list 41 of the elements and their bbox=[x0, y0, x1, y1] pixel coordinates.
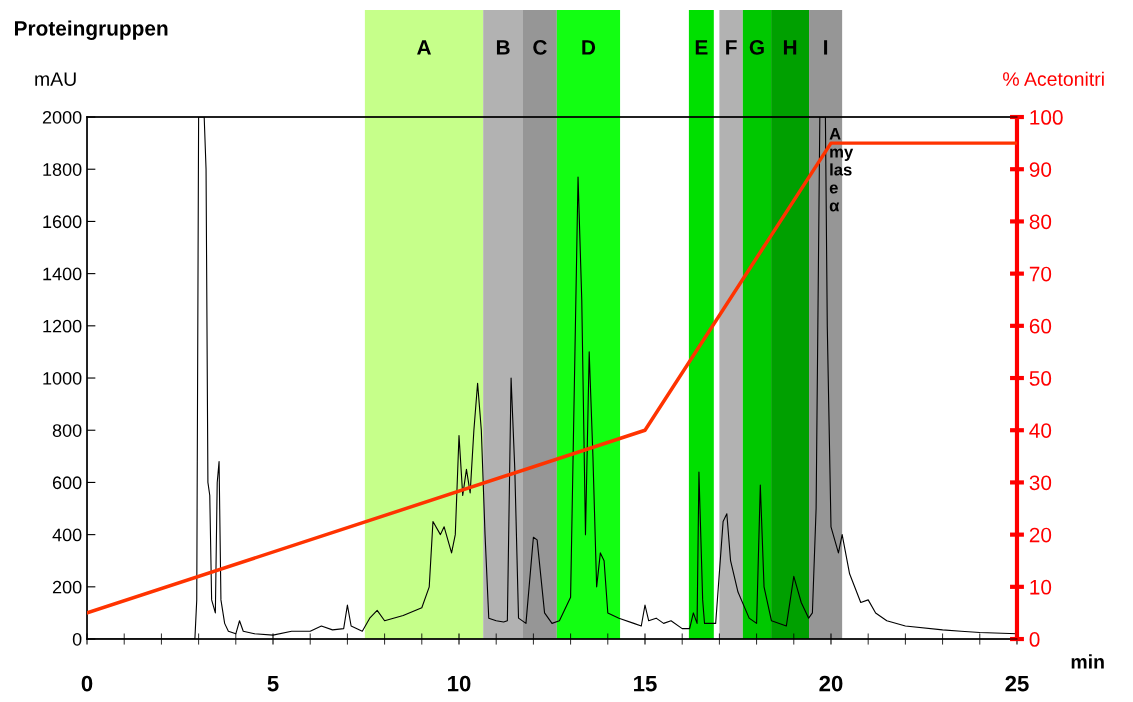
band-label: G bbox=[749, 40, 764, 55]
y2-tick-label: 20 bbox=[1029, 527, 1052, 543]
y-tick-label: 1400 bbox=[43, 267, 82, 281]
y2-tick-label: 50 bbox=[1029, 371, 1052, 386]
y-tick-label: 600 bbox=[52, 476, 82, 490]
y2-tick-label: 100 bbox=[1030, 110, 1063, 125]
y2-tick-label: 80 bbox=[1029, 214, 1052, 230]
y-tick-label: 1200 bbox=[43, 319, 82, 333]
y2-tick-label: 60 bbox=[1029, 318, 1052, 334]
x-tick-label: 15 bbox=[634, 675, 657, 692]
y2-tick-label: 30 bbox=[1029, 475, 1052, 491]
chart-title: Proteingruppen bbox=[14, 20, 168, 40]
band-label: D bbox=[582, 40, 596, 55]
y-tick-label: 400 bbox=[52, 528, 82, 542]
y2-tick-label: 70 bbox=[1029, 266, 1052, 282]
y-tick-label: 2000 bbox=[42, 110, 82, 124]
band-label: B bbox=[496, 40, 510, 55]
y2-tick-label: 90 bbox=[1029, 162, 1052, 177]
band-label: F bbox=[726, 40, 737, 55]
y-tick-label: 800 bbox=[52, 424, 82, 437]
y2-tick-label: 0 bbox=[1029, 632, 1040, 647]
y-tick-label: 0 bbox=[72, 632, 82, 646]
y2-axis-title: % Acetonitri bbox=[1003, 71, 1104, 86]
y-tick-label: 1800 bbox=[43, 163, 82, 176]
y2-tick-label: 40 bbox=[1029, 423, 1052, 438]
band-label: A bbox=[417, 40, 432, 55]
y-tick-label: 200 bbox=[52, 580, 82, 594]
x-tick-label: 5 bbox=[267, 675, 279, 692]
x-tick-label: 0 bbox=[81, 675, 93, 692]
x-tick-label: 25 bbox=[1005, 675, 1029, 692]
y-tick-label: 1600 bbox=[43, 215, 82, 229]
x-tick-label: 20 bbox=[819, 675, 843, 692]
y2-tick-label: 10 bbox=[1030, 579, 1052, 595]
band-label: C bbox=[533, 40, 547, 55]
band-label: E bbox=[695, 40, 708, 55]
band-label: H bbox=[783, 40, 797, 55]
x-axis-title: min bbox=[1071, 654, 1104, 669]
y-tick-label: 1000 bbox=[43, 371, 82, 385]
y-axis-title: mAU bbox=[35, 72, 76, 86]
band-label: I bbox=[824, 40, 828, 55]
x-tick-label: 10 bbox=[448, 675, 471, 692]
